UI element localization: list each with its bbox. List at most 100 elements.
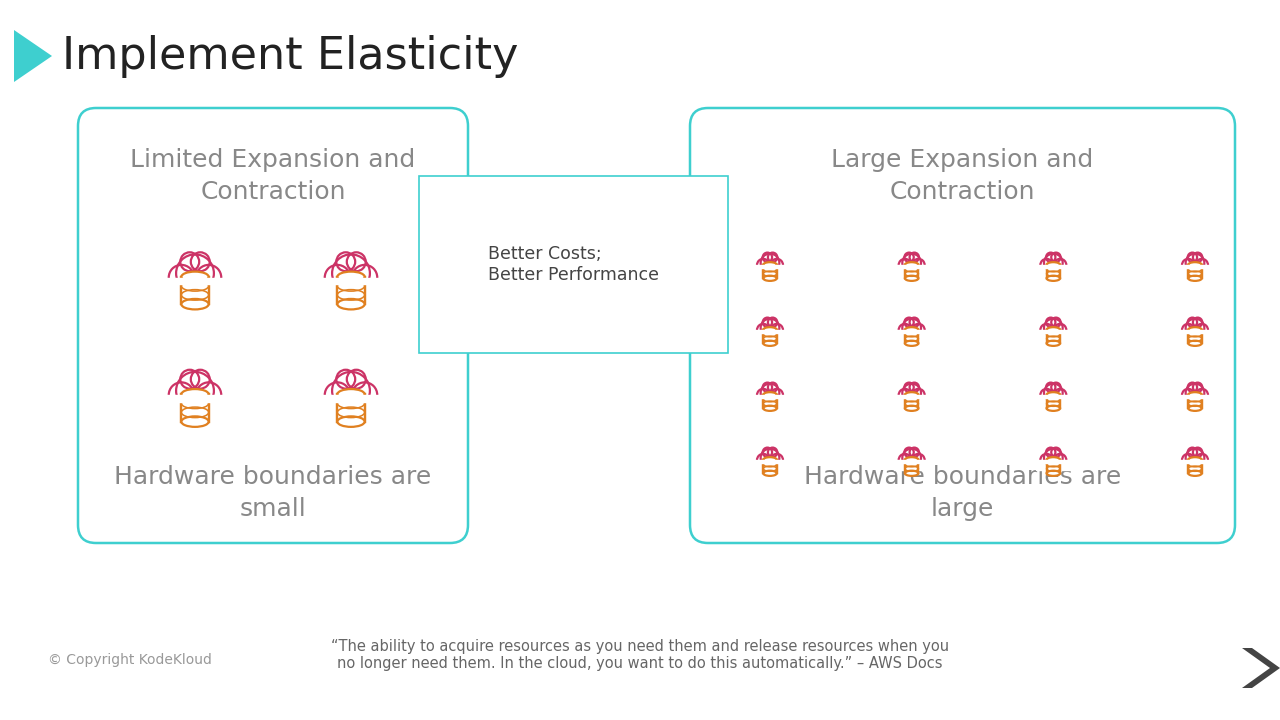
Circle shape	[1051, 382, 1061, 392]
Bar	[1188, 460, 1202, 473]
Circle shape	[760, 319, 780, 338]
Bar	[159, 279, 230, 298]
Bar	[1036, 395, 1071, 398]
Bar	[338, 395, 365, 422]
Bar	[1036, 396, 1071, 405]
Ellipse shape	[1188, 405, 1202, 411]
Circle shape	[913, 324, 924, 336]
Bar	[338, 277, 365, 304]
Ellipse shape	[182, 389, 209, 400]
Circle shape	[763, 382, 772, 392]
Circle shape	[910, 382, 919, 392]
Circle shape	[169, 382, 195, 408]
Ellipse shape	[338, 389, 365, 400]
Circle shape	[1181, 389, 1194, 401]
Bar	[1036, 330, 1071, 333]
Circle shape	[191, 252, 210, 271]
Ellipse shape	[1047, 276, 1060, 281]
Circle shape	[1044, 449, 1062, 467]
Ellipse shape	[1188, 341, 1202, 346]
Bar	[1188, 395, 1202, 408]
Circle shape	[771, 259, 783, 271]
Circle shape	[196, 265, 221, 290]
Circle shape	[910, 318, 919, 327]
Bar	[753, 265, 787, 269]
Bar	[1178, 396, 1212, 405]
Circle shape	[768, 253, 777, 262]
Circle shape	[905, 253, 914, 262]
Circle shape	[347, 252, 366, 271]
FancyBboxPatch shape	[690, 108, 1235, 543]
Ellipse shape	[905, 341, 919, 346]
Circle shape	[763, 253, 772, 262]
Circle shape	[180, 252, 200, 271]
Ellipse shape	[1047, 457, 1060, 462]
Circle shape	[899, 324, 911, 336]
Bar	[893, 395, 929, 398]
Circle shape	[196, 382, 221, 408]
Ellipse shape	[1188, 471, 1202, 476]
Circle shape	[332, 372, 370, 410]
Circle shape	[1181, 324, 1194, 336]
Circle shape	[1053, 259, 1066, 271]
Circle shape	[902, 253, 922, 272]
Circle shape	[1196, 324, 1208, 336]
Bar	[1047, 265, 1060, 279]
Bar	[763, 265, 777, 279]
Circle shape	[756, 259, 769, 271]
Circle shape	[1185, 253, 1204, 272]
Bar	[1036, 330, 1071, 340]
Circle shape	[1196, 259, 1208, 271]
Bar	[905, 265, 919, 279]
Bar	[1178, 460, 1212, 464]
Bar	[753, 460, 787, 464]
Bar	[1036, 266, 1071, 275]
Bar	[893, 460, 929, 464]
Bar	[893, 461, 929, 470]
Ellipse shape	[763, 405, 777, 411]
Bar	[159, 278, 230, 284]
Circle shape	[1185, 449, 1204, 467]
Circle shape	[1041, 259, 1053, 271]
Bar	[753, 330, 787, 340]
Circle shape	[1051, 318, 1061, 327]
FancyBboxPatch shape	[78, 108, 468, 543]
Ellipse shape	[905, 276, 919, 281]
Circle shape	[899, 259, 911, 271]
Circle shape	[1185, 384, 1204, 402]
Ellipse shape	[338, 416, 365, 427]
Ellipse shape	[338, 271, 365, 282]
Circle shape	[332, 254, 370, 292]
Ellipse shape	[1188, 327, 1202, 333]
Ellipse shape	[1188, 392, 1202, 397]
Circle shape	[771, 324, 783, 336]
Text: Large Expansion and
Contraction: Large Expansion and Contraction	[832, 148, 1093, 204]
Circle shape	[756, 324, 769, 336]
Bar	[1178, 461, 1212, 470]
Bar	[893, 266, 929, 275]
Bar	[315, 397, 387, 415]
Bar	[1178, 330, 1212, 340]
Circle shape	[905, 448, 914, 457]
Ellipse shape	[763, 327, 777, 333]
Circle shape	[177, 254, 214, 292]
Ellipse shape	[905, 471, 919, 476]
Circle shape	[1185, 319, 1204, 338]
Circle shape	[180, 370, 200, 389]
Circle shape	[763, 448, 772, 457]
Circle shape	[1188, 382, 1197, 392]
Bar	[753, 396, 787, 405]
Circle shape	[337, 252, 356, 271]
Ellipse shape	[1188, 457, 1202, 462]
Circle shape	[352, 265, 378, 290]
Circle shape	[1181, 454, 1194, 467]
Bar	[905, 460, 919, 473]
Ellipse shape	[1047, 341, 1060, 346]
Circle shape	[899, 389, 911, 401]
Bar	[893, 330, 929, 340]
Polygon shape	[14, 30, 52, 82]
Ellipse shape	[763, 341, 777, 346]
Text: Implement Elasticity: Implement Elasticity	[61, 35, 518, 78]
Ellipse shape	[1047, 327, 1060, 333]
Circle shape	[1046, 448, 1056, 457]
